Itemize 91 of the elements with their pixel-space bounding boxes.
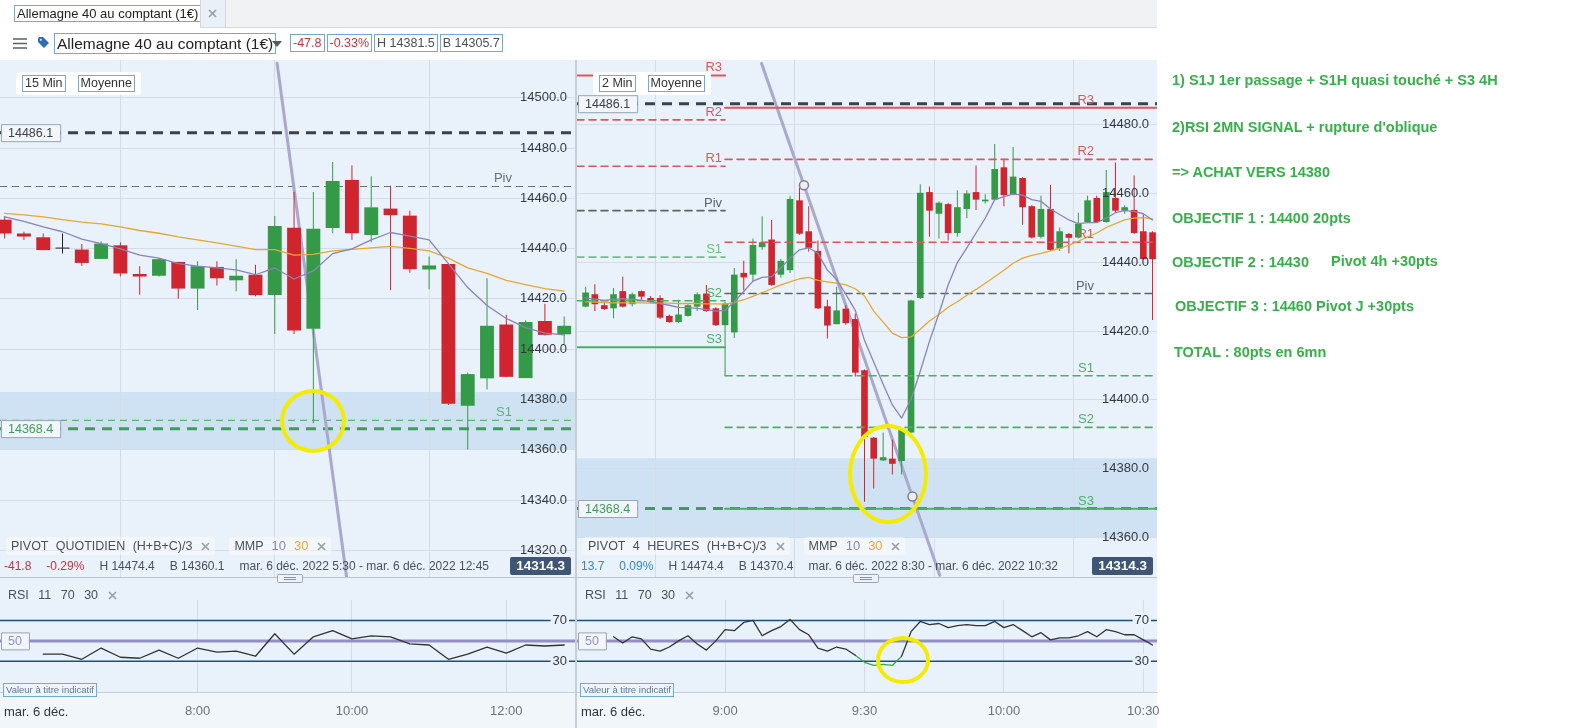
annotation: 14314.3 bbox=[1092, 557, 1153, 575]
text: -0.33% bbox=[326, 34, 373, 52]
y-tick-label: 14360.0 bbox=[520, 441, 567, 457]
annotation: H 14474.4 bbox=[668, 559, 724, 574]
text: Allemagne 40 au comptant (1€) bbox=[14, 5, 202, 22]
y-tick-label: 14340.0 bbox=[520, 491, 567, 507]
annotation: -41.8 bbox=[4, 559, 32, 574]
text: 1) S1J 1er passage + S1H quasi touché + S3 4H bbox=[1172, 71, 1498, 89]
y-tick-label: 14480.0 bbox=[520, 139, 567, 155]
y-tick-label: 30 bbox=[1134, 652, 1149, 668]
y-tick-label: 14500.0 bbox=[520, 89, 567, 105]
annotation: Moyenne bbox=[77, 75, 135, 92]
text: => ACHAT VERS 14380 bbox=[1172, 163, 1330, 181]
annotation: 14314.3 bbox=[510, 557, 571, 575]
y-tick-label: 14380.0 bbox=[1102, 460, 1149, 476]
text: -47.8 bbox=[290, 34, 325, 52]
ref-line-label: 14368.4 bbox=[8, 422, 54, 437]
y-tick-label: 14380.0 bbox=[520, 391, 567, 407]
x-tick-label: 10:30 bbox=[1127, 703, 1160, 719]
annotation: S2 bbox=[1078, 411, 1094, 427]
y-tick-label: 14480.0 bbox=[1102, 116, 1149, 132]
ref-line-label: 50 bbox=[8, 634, 22, 649]
chart-title: RSI 11 70 30 bbox=[8, 587, 99, 603]
annotation: Valeur à titre indicatif bbox=[580, 683, 675, 697]
text: 30 bbox=[868, 538, 883, 554]
y-tick-label: 14420.0 bbox=[1102, 322, 1149, 338]
text: H 14381.5 bbox=[374, 34, 438, 52]
annotation: PIVOT 4 HEURES (H+B+C)/3 bbox=[588, 538, 767, 554]
x-tick-label: 9:00 bbox=[712, 703, 738, 719]
annotation: B 14360.1 bbox=[169, 559, 225, 574]
annotation: S3 bbox=[1078, 492, 1094, 508]
text: TOTAL : 80pts en 6mn bbox=[1174, 343, 1327, 361]
annotation: S3 bbox=[706, 331, 723, 347]
y-tick-label: 14400.0 bbox=[1102, 391, 1149, 407]
legend-title: MMP bbox=[808, 538, 838, 554]
annotation: B 14370.4 bbox=[738, 559, 794, 574]
text: B 14305.7 bbox=[439, 34, 503, 52]
y-tick-label: 14440.0 bbox=[520, 240, 567, 256]
annotation: 0.09% bbox=[619, 559, 654, 574]
y-tick-label: 70 bbox=[552, 612, 567, 628]
annotation: 13.7 bbox=[581, 559, 605, 574]
y-tick-label: 14440.0 bbox=[1102, 253, 1149, 269]
text: Pivot 4h +30pts bbox=[1331, 252, 1438, 270]
y-tick-label: 70 bbox=[1134, 612, 1149, 628]
annotation: PIVOT QUOTIDIEN (H+B+C)/3 bbox=[11, 538, 193, 554]
text: 30 bbox=[294, 538, 309, 554]
annotation: 2 Min bbox=[599, 75, 636, 92]
text: OBJECTIF 1 : 14400 20pts bbox=[1172, 209, 1351, 227]
y-tick-label: 30 bbox=[552, 652, 567, 668]
y-tick-label: 14460.0 bbox=[520, 189, 567, 205]
ref-line-label: 50 bbox=[585, 634, 599, 649]
x-tick-label: 10:00 bbox=[335, 703, 369, 719]
text: 10 bbox=[271, 538, 287, 554]
annotation: S1 bbox=[706, 241, 723, 257]
ref-line-label: 14486.1 bbox=[585, 97, 631, 112]
annotation: mar. 6 déc. 2022 8:30 - mar. 6 déc. 2022 10:32 bbox=[808, 559, 1058, 574]
annotation: Valeur à titre indicatif bbox=[3, 683, 98, 697]
y-tick-label: 14320.0 bbox=[520, 541, 567, 557]
annotation: R1 bbox=[705, 150, 723, 166]
annotation: Piv bbox=[1075, 277, 1095, 293]
annotation: -0.29% bbox=[46, 559, 85, 574]
annotation: R3 bbox=[705, 59, 723, 75]
ref-line-label: 14368.4 bbox=[585, 501, 631, 516]
x-tick-label: 9:30 bbox=[851, 703, 878, 719]
annotation: R2 bbox=[1077, 143, 1094, 159]
x-axis-title: mar. 6 déc. bbox=[581, 704, 646, 720]
ref-line-label: Piv bbox=[493, 170, 513, 186]
text: OBJECTIF 2 : 14430 bbox=[1172, 253, 1309, 271]
x-axis-title: mar. 6 déc. bbox=[4, 704, 69, 720]
x-tick-label: 10:00 bbox=[987, 703, 1021, 719]
annotation: Piv bbox=[704, 194, 723, 210]
y-tick-label: 14360.0 bbox=[1102, 528, 1149, 544]
legend-title: MMP bbox=[234, 538, 264, 554]
annotation: S1 bbox=[1078, 359, 1094, 375]
text: 2)RSI 2MN SIGNAL + rupture d'oblique bbox=[1172, 118, 1438, 136]
text: 10 bbox=[845, 538, 861, 554]
annotation: 15 Min bbox=[22, 75, 66, 92]
ref-line-label: S1 bbox=[496, 404, 512, 420]
y-tick-label: 14420.0 bbox=[520, 290, 567, 306]
text: OBJECTIF 3 : 14460 Pivot J +30pts bbox=[1175, 297, 1414, 315]
x-tick-label: 8:00 bbox=[184, 703, 211, 719]
annotation: R3 bbox=[1077, 91, 1094, 107]
ref-line-label: 14486.1 bbox=[8, 126, 54, 141]
annotation: S2 bbox=[706, 284, 723, 300]
annotation: Moyenne bbox=[647, 75, 706, 92]
annotation: R2 bbox=[705, 103, 723, 119]
text: Allemagne 40 au comptant (1€) bbox=[54, 33, 277, 54]
annotation: H 14474.4 bbox=[99, 559, 155, 574]
chart-title: RSI 11 70 30 bbox=[585, 587, 676, 603]
x-tick-label: 12:00 bbox=[490, 703, 523, 719]
annotation: mar. 6 déc. 2022 5:30 - mar. 6 déc. 2022 12:45 bbox=[239, 559, 489, 574]
